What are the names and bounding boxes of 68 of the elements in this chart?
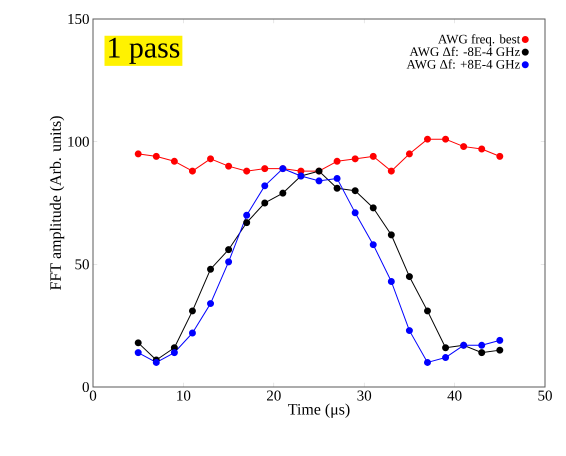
point	[370, 241, 377, 248]
point	[406, 327, 413, 334]
point	[388, 231, 395, 238]
point	[352, 155, 359, 162]
point	[207, 300, 214, 308]
point	[261, 165, 268, 172]
point	[152, 358, 160, 366]
point	[225, 258, 232, 266]
point	[207, 155, 214, 162]
point	[188, 330, 196, 336]
point	[424, 358, 431, 366]
x-tick-label: 10	[177, 390, 190, 401]
y-tick-label: 100	[68, 136, 89, 147]
point	[406, 273, 413, 280]
annotation: 1 pass	[109, 38, 180, 64]
point	[478, 349, 486, 356]
point	[442, 136, 450, 143]
point	[388, 168, 395, 175]
y-tick-label: 150	[68, 14, 89, 24]
point	[370, 152, 377, 160]
point	[334, 158, 341, 165]
y-tick-label: 50	[75, 259, 89, 270]
point	[170, 349, 178, 356]
point	[352, 209, 359, 216]
y-axis-title: FFT amplitude (Arb. units)	[50, 116, 64, 290]
point	[261, 200, 268, 206]
point	[134, 150, 142, 158]
point	[370, 204, 377, 212]
point	[225, 246, 232, 254]
point	[243, 212, 250, 219]
x-tick-label: 30	[357, 390, 372, 401]
point	[352, 187, 359, 194]
point	[442, 354, 450, 362]
point	[424, 136, 431, 143]
point	[134, 339, 142, 346]
point	[188, 307, 196, 314]
x-axis-title: Time (μs)	[288, 403, 350, 418]
point	[316, 177, 322, 184]
x-tick-label: 20	[266, 390, 281, 401]
point	[261, 182, 268, 190]
point	[388, 278, 395, 285]
point	[225, 162, 232, 170]
point	[207, 266, 214, 273]
point	[406, 150, 413, 158]
point	[496, 346, 504, 354]
y-tick-label: 0	[82, 382, 89, 392]
point	[243, 168, 250, 175]
point	[170, 158, 178, 165]
legend-label: AWG Δf: -8E-4 GHz	[410, 46, 520, 56]
legend-label: AWG Δf: +8E-4 GHz	[406, 59, 520, 69]
x-tick-label: 0	[90, 390, 96, 401]
legend-label: AWG freq. best	[438, 34, 520, 46]
point	[496, 336, 504, 344]
point	[243, 219, 250, 226]
point	[460, 143, 468, 150]
point	[442, 344, 450, 352]
point	[424, 307, 431, 314]
point	[134, 349, 142, 356]
x-tick-label: 50	[538, 390, 552, 401]
point	[496, 152, 504, 160]
point	[279, 190, 286, 197]
point	[152, 152, 160, 160]
point	[188, 168, 196, 175]
x-tick-label: 40	[447, 390, 462, 401]
point	[478, 342, 486, 349]
point	[478, 146, 486, 152]
point	[334, 184, 341, 192]
point	[334, 174, 341, 182]
